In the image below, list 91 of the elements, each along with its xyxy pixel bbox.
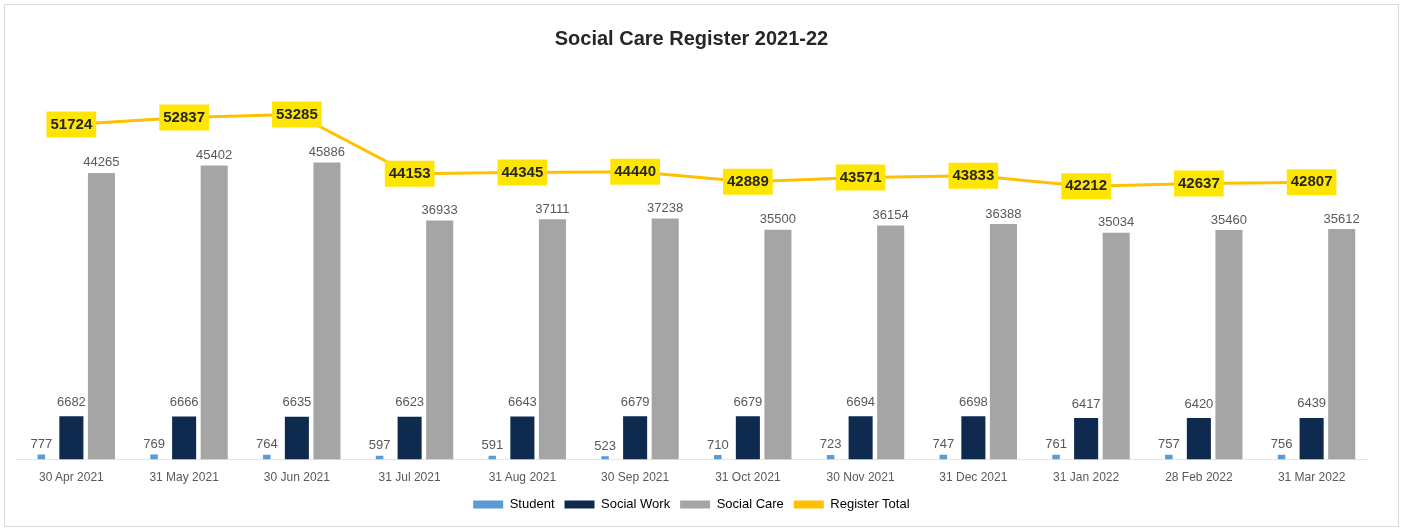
data-label: 42807 bbox=[1290, 172, 1333, 190]
bar bbox=[87, 172, 115, 460]
data-label: 6694 bbox=[846, 393, 876, 409]
data-label: 591 bbox=[481, 437, 504, 453]
x-tick-label: 31 Jul 2021 bbox=[378, 470, 441, 485]
data-label: 43833 bbox=[952, 165, 995, 183]
x-tick-label: 30 Apr 2021 bbox=[39, 470, 105, 485]
bar bbox=[989, 223, 1017, 460]
legend-label: Register Total bbox=[830, 496, 910, 512]
data-label: 45402 bbox=[196, 147, 233, 163]
x-tick-label: 30 Nov 2021 bbox=[826, 470, 895, 485]
x-tick-label: 31 May 2021 bbox=[149, 470, 220, 485]
data-label: 42212 bbox=[1065, 176, 1107, 194]
data-label: 36388 bbox=[985, 205, 1022, 221]
x-tick-label: 31 Dec 2021 bbox=[939, 470, 1008, 485]
bar bbox=[961, 416, 986, 460]
bar bbox=[848, 416, 873, 460]
data-label: 6643 bbox=[507, 394, 537, 410]
data-label: 42889 bbox=[727, 171, 769, 189]
bar bbox=[538, 219, 566, 460]
data-label: 710 bbox=[706, 436, 729, 452]
data-label: 6420 bbox=[1184, 395, 1214, 411]
bar bbox=[1186, 418, 1211, 460]
bar bbox=[1328, 228, 1356, 460]
data-label: 44153 bbox=[388, 163, 431, 181]
data-label: 35500 bbox=[759, 211, 797, 227]
data-label: 44345 bbox=[501, 162, 544, 180]
data-label: 51724 bbox=[50, 114, 93, 132]
x-tick-label: 28 Feb 2022 bbox=[1165, 470, 1233, 485]
data-label: 45886 bbox=[308, 143, 346, 159]
x-tick-label: 31 Jan 2022 bbox=[1053, 470, 1120, 485]
chart-title: Social Care Register 2021-22 bbox=[554, 26, 829, 49]
bar bbox=[284, 416, 309, 460]
data-label: 6679 bbox=[733, 393, 763, 409]
data-label: 35034 bbox=[1098, 214, 1135, 230]
bar bbox=[735, 416, 760, 460]
bar bbox=[601, 456, 609, 460]
data-label: 6623 bbox=[395, 394, 425, 410]
bar bbox=[714, 455, 722, 460]
legend-label: Social Care bbox=[716, 496, 784, 512]
data-label: 756 bbox=[1270, 436, 1293, 452]
data-label: 43571 bbox=[839, 167, 882, 185]
data-label: 747 bbox=[932, 436, 955, 452]
data-label: 44265 bbox=[83, 154, 120, 170]
data-label: 6698 bbox=[958, 393, 988, 409]
bar bbox=[200, 165, 228, 460]
data-label: 6682 bbox=[56, 393, 86, 409]
bar bbox=[1074, 418, 1099, 460]
data-label: 761 bbox=[1045, 436, 1067, 452]
bar bbox=[510, 416, 535, 460]
bar bbox=[313, 162, 341, 460]
data-label: 757 bbox=[1157, 436, 1180, 452]
bar bbox=[651, 218, 679, 460]
data-label: 777 bbox=[30, 436, 53, 452]
bar bbox=[877, 225, 905, 460]
x-tick-label: 31 Oct 2021 bbox=[715, 470, 781, 485]
x-tick-label: 31 Mar 2022 bbox=[1277, 470, 1346, 485]
legend-label: Student bbox=[509, 496, 555, 512]
data-label: 37111 bbox=[535, 200, 570, 216]
x-tick-label: 30 Jun 2021 bbox=[263, 470, 331, 485]
bar bbox=[397, 416, 422, 460]
bar bbox=[764, 229, 792, 460]
data-label: 6679 bbox=[620, 393, 650, 409]
bar bbox=[1215, 229, 1243, 460]
data-label: 523 bbox=[594, 437, 616, 453]
data-label: 44440 bbox=[614, 161, 656, 179]
data-label: 53285 bbox=[276, 104, 318, 122]
data-label: 35460 bbox=[1210, 211, 1248, 227]
data-label: 769 bbox=[143, 436, 165, 452]
legend-label: Social Work bbox=[601, 496, 671, 512]
data-label: 597 bbox=[368, 437, 391, 453]
data-label: 6635 bbox=[282, 394, 312, 410]
data-label: 36933 bbox=[421, 201, 458, 217]
bar bbox=[1102, 232, 1130, 460]
bar bbox=[623, 416, 648, 460]
bar bbox=[59, 416, 84, 460]
data-label: 6439 bbox=[1297, 395, 1327, 411]
x-tick-label: 30 Sep 2021 bbox=[601, 470, 670, 485]
data-label: 42637 bbox=[1178, 173, 1220, 191]
bar bbox=[1299, 417, 1324, 460]
x-tick-label: 31 Aug 2021 bbox=[488, 470, 557, 485]
data-label: 35612 bbox=[1323, 210, 1360, 226]
data-label: 52837 bbox=[163, 107, 205, 125]
bar bbox=[426, 220, 454, 460]
data-label: 6417 bbox=[1071, 395, 1101, 411]
data-label: 764 bbox=[255, 436, 278, 452]
data-label: 6666 bbox=[169, 394, 199, 409]
data-label: 37238 bbox=[647, 200, 684, 215]
data-label: 723 bbox=[819, 436, 842, 452]
data-label: 36154 bbox=[872, 207, 909, 223]
bar bbox=[172, 416, 197, 460]
